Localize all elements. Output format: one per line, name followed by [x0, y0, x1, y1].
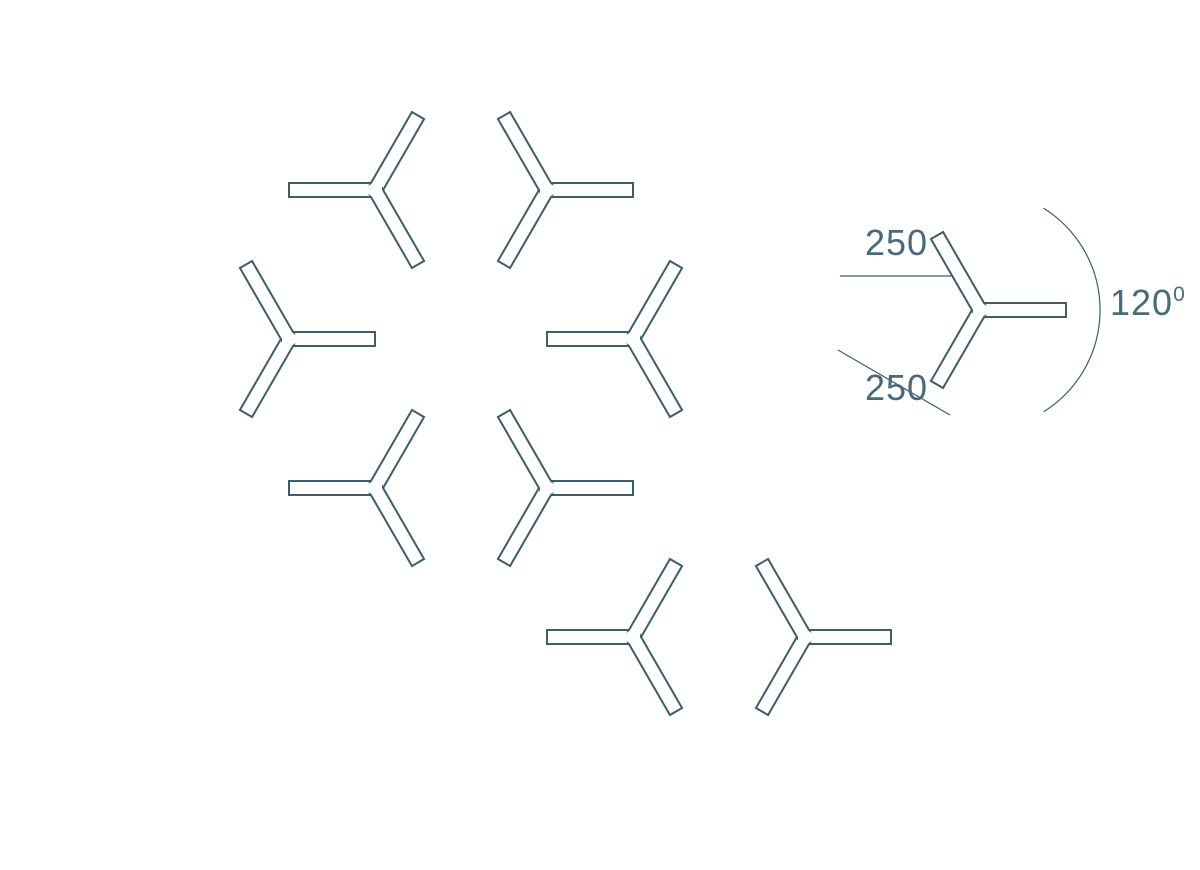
module-H [756, 559, 891, 715]
module-arm [369, 485, 424, 566]
module-arm [289, 332, 375, 346]
module-arm [498, 410, 553, 491]
dim-label-1: 250 [865, 367, 928, 408]
module-arm [498, 485, 553, 566]
module-arm [756, 559, 811, 640]
module-arm [369, 410, 424, 491]
module-arm [931, 307, 986, 388]
module-arm [627, 336, 682, 417]
module-arm [240, 261, 295, 342]
module-arm [931, 232, 986, 313]
module-arm [627, 261, 682, 342]
dim-label-0: 250 [865, 222, 928, 263]
module-arm [547, 481, 633, 495]
module-arm [240, 336, 295, 417]
module-arm [547, 332, 633, 346]
module-arm [980, 303, 1066, 317]
module-arm [498, 187, 553, 268]
module-arm [369, 187, 424, 268]
module-arm [369, 112, 424, 193]
detail-module: 250 250 1200 [838, 208, 1186, 415]
module-F [240, 261, 375, 417]
module-E [289, 410, 424, 566]
module-arm [547, 183, 633, 197]
module-D [498, 410, 633, 566]
module-C [547, 261, 682, 417]
module-B [498, 112, 633, 268]
module-arm [627, 559, 682, 640]
module-G [547, 559, 682, 715]
module-A [289, 112, 424, 268]
module-arm [756, 634, 811, 715]
module-arm [627, 634, 682, 715]
module-arm [805, 630, 891, 644]
module-arm [547, 630, 633, 644]
assembly [240, 112, 891, 715]
module-arm [289, 183, 375, 197]
angle-label: 1200 [1110, 282, 1186, 323]
module-arm [289, 481, 375, 495]
module-arm [498, 112, 553, 193]
